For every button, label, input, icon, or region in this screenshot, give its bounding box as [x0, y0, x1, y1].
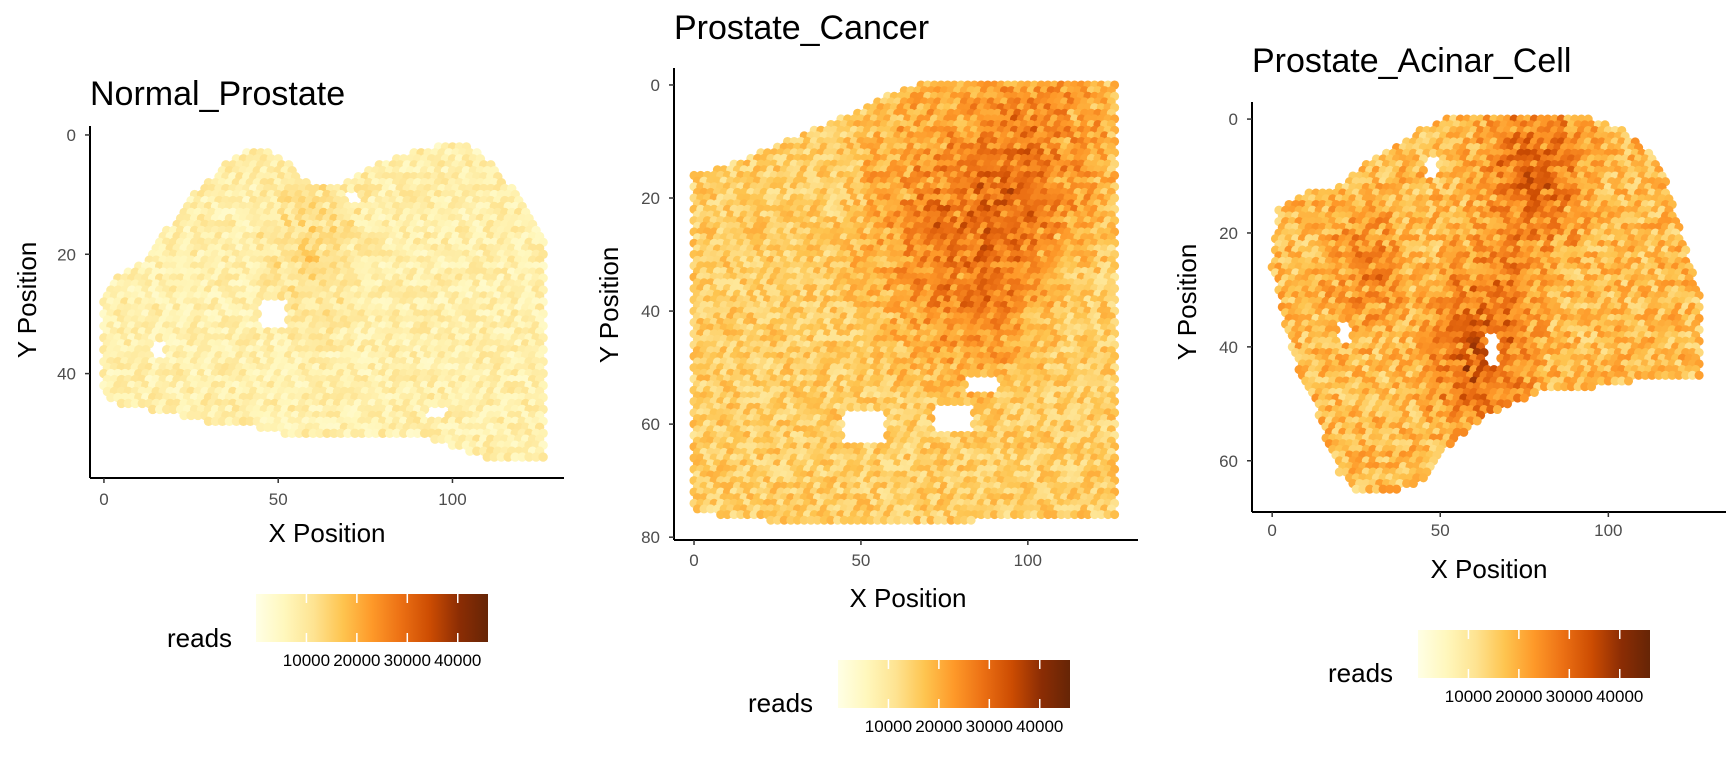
x-tick-label: 0: [99, 490, 108, 509]
legend-colorbar: [256, 594, 488, 642]
legend-title: reads: [167, 623, 232, 653]
y-axis-title: Y Position: [12, 242, 42, 359]
legend-tick-label: 40000: [434, 651, 481, 670]
x-tick-label: 50: [269, 490, 288, 509]
legend-tick-label: 30000: [384, 651, 431, 670]
legend: reads 10000 20000 30000 40000: [167, 594, 488, 670]
y-tick-label: 40: [57, 365, 76, 384]
chart-title: Normal_Prostate: [90, 75, 345, 113]
chart-title: Prostate_Cancer: [674, 9, 929, 47]
x-axis: 0 50 100: [90, 477, 564, 509]
legend-tick-label: 10000: [283, 651, 330, 670]
x-axis-title: X Position: [268, 518, 385, 548]
y-tick-label: 20: [57, 245, 76, 264]
x-tick-label: 100: [438, 490, 466, 509]
data-spot: [538, 452, 548, 462]
y-axis: 0 20 40: [57, 126, 91, 478]
data-spot: [346, 183, 357, 194]
plot-area: [689, 80, 1120, 525]
y-tick-label: 0: [67, 126, 76, 145]
plot-area: [99, 142, 548, 462]
legend-tick-label: 20000: [333, 651, 380, 670]
